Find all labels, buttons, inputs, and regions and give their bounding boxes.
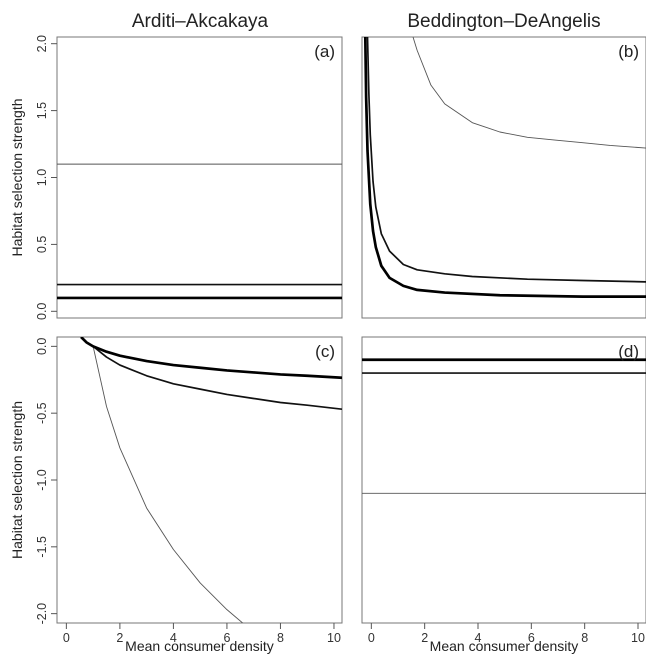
panel-4: 0 2 4 6 8 10 (d) Mean consumer density [361, 336, 646, 654]
y-tick-label: -1.5 [35, 536, 49, 558]
x-tick-label: 0 [63, 631, 70, 645]
panel-2: (b) [361, 36, 646, 319]
series-line-medium [366, 37, 646, 283]
x-tick-label: 2 [421, 631, 428, 645]
y-axis-title: Habitat selection strength [9, 99, 25, 257]
panel-label: (a) [314, 42, 335, 61]
x-tick-label: 8 [581, 631, 588, 645]
series-line-medium [80, 337, 342, 411]
series-line-thin [412, 37, 646, 149]
series-group [363, 37, 646, 298]
x-tick-label: 4 [475, 631, 482, 645]
y-tick-label: 1.0 [35, 169, 49, 186]
y-axis-title: Habitat selection strength [9, 401, 25, 559]
panel-label: (c) [315, 342, 335, 361]
y-tick-label: -0.5 [35, 402, 49, 424]
y-tick-label: 1.5 [35, 102, 49, 119]
panel-label: (b) [618, 42, 639, 61]
x-axis-title: Mean consumer density [125, 638, 274, 654]
panel-frame [361, 36, 646, 319]
x-tick-label: 6 [223, 631, 230, 645]
x-tick-label: 6 [528, 631, 535, 645]
panel-label: (d) [618, 342, 639, 361]
y-tick-label: 0.0 [35, 303, 49, 320]
panel-frame [56, 36, 343, 319]
x-tick-label: 0 [368, 631, 375, 645]
panel-1: 0.0 0.5 1.0 1.5 2.0 (a) Habitat selection stre… [9, 35, 343, 320]
series-line-thick [363, 37, 646, 298]
x-tick-label: 4 [170, 631, 177, 645]
series-line-thick [80, 337, 342, 380]
series-line-thin [80, 337, 244, 623]
column-title-left: Arditi–Akcakaya [132, 11, 269, 32]
y-tick-label: 0.5 [35, 236, 49, 253]
y-tick-label: 2.0 [35, 35, 49, 52]
series-group [57, 163, 342, 300]
panel-frame [361, 336, 646, 624]
series-group [362, 358, 646, 494]
x-tick-label: 10 [327, 631, 341, 645]
x-tick-label: 10 [631, 631, 645, 645]
panel-frame [56, 336, 343, 624]
column-title-right: Beddington–DeAngelis [407, 11, 600, 32]
y-tick-label: -2.0 [35, 603, 49, 625]
panel-3: 0.0 -0.5 -1.0 -1.5 -2.0 0 2 4 6 8 10 (c) Habitat sel… [9, 336, 343, 654]
x-tick-label: 2 [116, 631, 123, 645]
y-tick-label: -1.0 [35, 469, 49, 491]
y-tick-label: 0.0 [35, 338, 49, 355]
x-axis-title: Mean consumer density [430, 638, 579, 654]
series-group [80, 337, 342, 623]
x-tick-label: 8 [277, 631, 284, 645]
